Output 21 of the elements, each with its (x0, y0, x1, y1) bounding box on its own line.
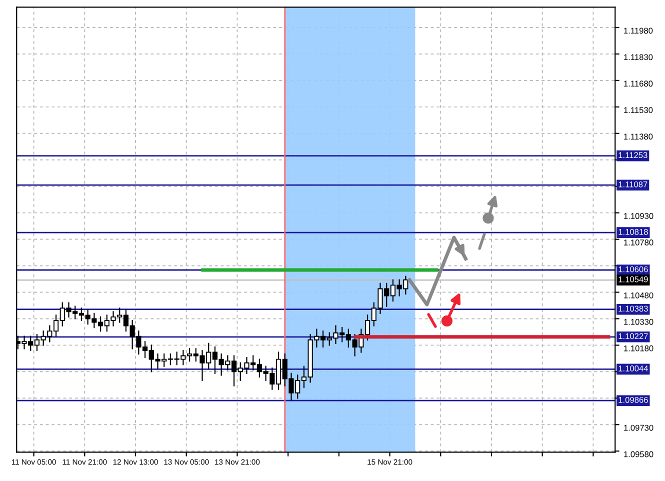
y-tick-label: 1.11830 (624, 54, 653, 60)
y-tick-label: 1.11380 (624, 134, 653, 140)
y-tick-label: 1.09730 (624, 424, 654, 431)
y-tick-label: 1.11680 (624, 80, 653, 87)
ref-line-label: 1.09866 (618, 396, 648, 403)
ref-line-label: 1.10606 (618, 266, 648, 272)
y-tick-label: 1.10780 (624, 240, 654, 246)
y-tick-label: 1.11980 (624, 28, 653, 34)
y-tick-label: 1.10930 (624, 213, 654, 219)
ref-line-label: 1.10818 (618, 228, 648, 235)
ref-line-label: 1.10227 (618, 333, 648, 340)
ref-line-label: 1.10383 (618, 306, 648, 312)
y-tick-label: 1.09580 (624, 451, 654, 458)
y-tick-label: 1.10330 (624, 318, 654, 325)
ref-line-label: 1.11253 (618, 152, 648, 158)
y-tick-label: 1.10180 (624, 345, 654, 352)
y-tick-label: 1.10480 (624, 292, 654, 298)
ref-line-label: 1.11087 (618, 181, 648, 188)
y-tick-label: 1.11530 (624, 107, 653, 114)
ref-line-label: 1.10044 (618, 366, 648, 372)
ref-line-label: 1.10549 (618, 276, 648, 282)
